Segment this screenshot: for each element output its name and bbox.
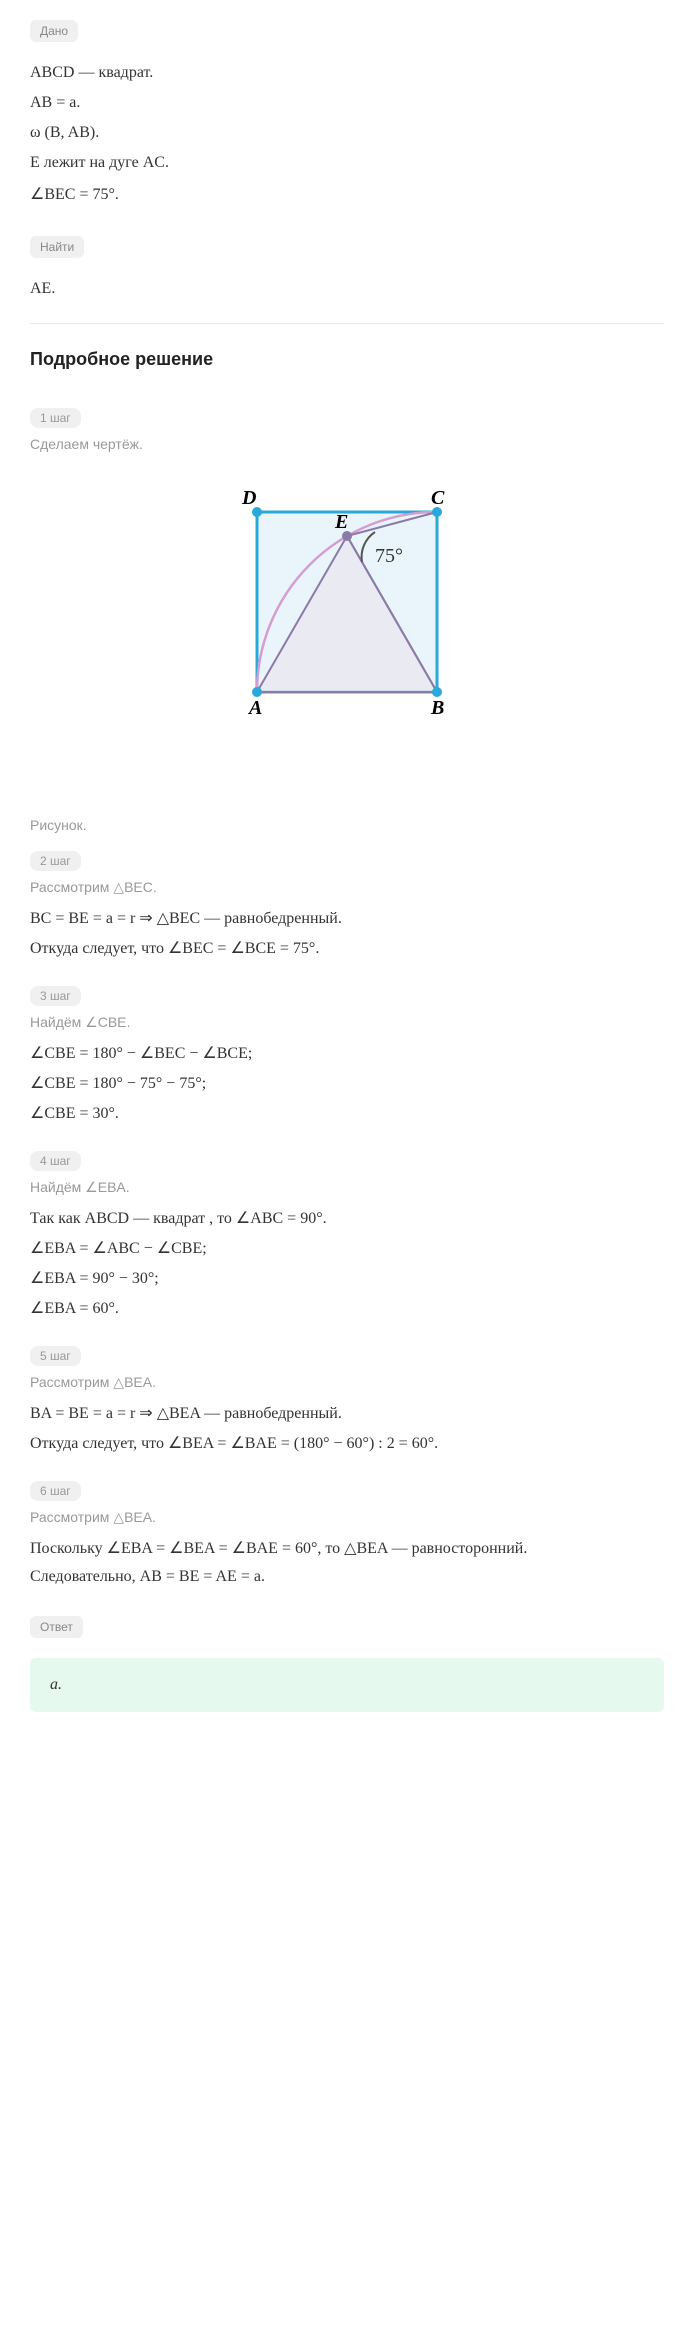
step6-line-2: Следовательно, AB = BE = AE = a.	[30, 1568, 664, 1586]
step4-caption: Найдём ∠EBA.	[30, 1179, 664, 1196]
label-c: C	[431, 487, 445, 509]
step4-line-4: ∠EBA = 60°.	[30, 1298, 664, 1318]
step4-line-1: Так как ABCD — квадрат , то ∠ABC = 90°.	[30, 1208, 664, 1228]
step6-line-1: Поскольку ∠EBA = ∠BEA = ∠BAE = 60°, то △…	[30, 1538, 664, 1558]
step5-line-1: BA = BE = a = r ⇒ △BEA — равнобедренный.	[30, 1403, 664, 1423]
step4-line-2: ∠EBA = ∠ABC − ∠CBE;	[30, 1238, 664, 1258]
find-line-1: AE.	[30, 280, 664, 298]
label-d: D	[241, 487, 256, 509]
given-line-4: E лежит на дуге AC.	[30, 154, 664, 172]
given-line-3: ω (B, AB).	[30, 124, 664, 142]
point-b	[432, 687, 442, 697]
solution-title: Подробное решение	[30, 349, 664, 370]
label-a: A	[247, 697, 262, 719]
angle-label: 75°	[375, 545, 403, 567]
step3-line-3: ∠CBE = 30°.	[30, 1103, 664, 1123]
divider-1	[30, 323, 664, 324]
given-line-2: AB = a.	[30, 94, 664, 112]
figure-caption: Рисунок.	[30, 817, 664, 833]
step3-line-2: ∠CBE = 180° − 75° − 75°;	[30, 1073, 664, 1093]
geometry-svg: 75° A B C D E	[207, 472, 487, 752]
given-line-1: ABCD — квадрат.	[30, 64, 664, 82]
step2-caption: Рассмотрим △BEC.	[30, 879, 664, 896]
answer-value: a.	[30, 1658, 664, 1712]
step6-badge: 6 шаг	[30, 1481, 81, 1501]
step3-line-1: ∠CBE = 180° − ∠BEC − ∠BCE;	[30, 1043, 664, 1063]
given-badge: Дано	[30, 20, 78, 42]
label-e: E	[334, 511, 348, 533]
step3-caption: Найдём ∠CBE.	[30, 1014, 664, 1031]
step2-line-1: BC = BE = a = r ⇒ △BEC — равнобедренный.	[30, 908, 664, 928]
step1-caption: Сделаем чертёж.	[30, 436, 664, 452]
step6-caption: Рассмотрим △BEA.	[30, 1509, 664, 1526]
step4-line-3: ∠EBA = 90° − 30°;	[30, 1268, 664, 1288]
step2-line-2: Откуда следует, что ∠BEC = ∠BCE = 75°.	[30, 938, 664, 958]
label-b: B	[430, 697, 444, 719]
step4-badge: 4 шаг	[30, 1151, 81, 1171]
step5-badge: 5 шаг	[30, 1346, 81, 1366]
step3-badge: 3 шаг	[30, 986, 81, 1006]
answer-badge: Ответ	[30, 1616, 83, 1638]
point-a	[252, 687, 262, 697]
step2-badge: 2 шаг	[30, 851, 81, 871]
step5-line-2: Откуда следует, что ∠BEA = ∠BAE = (180° …	[30, 1433, 664, 1453]
figure-diagram: 75° A B C D E	[30, 472, 664, 757]
step1-badge: 1 шаг	[30, 408, 81, 428]
find-badge: Найти	[30, 236, 84, 258]
step5-caption: Рассмотрим △BEA.	[30, 1374, 664, 1391]
given-line-5: ∠BEC = 75°.	[30, 184, 664, 204]
